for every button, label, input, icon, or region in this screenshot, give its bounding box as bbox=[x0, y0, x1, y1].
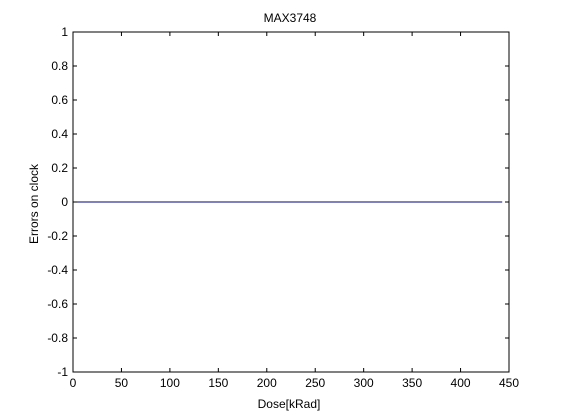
y-tick-label: 0.8 bbox=[51, 59, 68, 73]
plot-area: 0 50 100 150 200 250 300 350 400 450 1 0.8 0.6 0.4 0.… bbox=[47, 25, 519, 390]
x-tick-label: 200 bbox=[257, 376, 277, 390]
y-tick-label: -0.8 bbox=[47, 331, 68, 345]
y-tick-label: 0.6 bbox=[51, 93, 68, 107]
x-tick-label: 400 bbox=[451, 376, 471, 390]
x-tick-label: 150 bbox=[208, 376, 228, 390]
x-axis-label: Dose[kRad] bbox=[258, 397, 321, 411]
y-tick-label: -0.2 bbox=[47, 229, 68, 243]
x-tick-label: 0 bbox=[70, 376, 77, 390]
y-tick-label: 0.2 bbox=[51, 161, 68, 175]
x-axis-ticks: 0 50 100 150 200 250 300 350 400 450 bbox=[70, 32, 519, 390]
x-tick-label: 300 bbox=[354, 376, 374, 390]
y-tick-label: -0.6 bbox=[47, 297, 68, 311]
y-tick-label: 1 bbox=[61, 25, 68, 39]
x-tick-label: 50 bbox=[115, 376, 129, 390]
y-tick-label: 0 bbox=[61, 195, 68, 209]
x-tick-label: 100 bbox=[160, 376, 180, 390]
y-axis-ticks: 1 0.8 0.6 0.4 0.2 0 -0.2 -0.4 -0.6 -0.8 -1 bbox=[47, 25, 509, 379]
chart-title: MAX3748 bbox=[264, 11, 317, 25]
y-axis-label: Errors on clock bbox=[27, 163, 41, 244]
y-tick-label: -0.4 bbox=[47, 263, 68, 277]
x-tick-label: 350 bbox=[402, 376, 422, 390]
x-tick-label: 250 bbox=[305, 376, 325, 390]
y-tick-label: -1 bbox=[57, 365, 68, 379]
x-tick-label: 450 bbox=[499, 376, 519, 390]
y-tick-label: 0.4 bbox=[51, 127, 68, 141]
